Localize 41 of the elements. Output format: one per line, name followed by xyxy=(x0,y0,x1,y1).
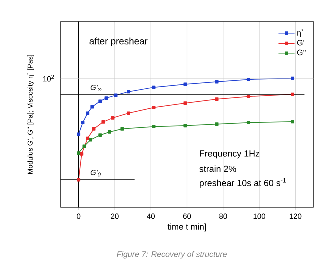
point xyxy=(127,112,130,115)
point xyxy=(108,130,112,134)
point xyxy=(90,105,94,109)
point xyxy=(81,120,85,124)
point xyxy=(184,124,188,128)
point xyxy=(152,124,156,128)
point xyxy=(184,101,188,105)
point xyxy=(246,120,250,124)
point xyxy=(86,112,90,115)
point xyxy=(291,76,294,80)
point xyxy=(89,138,92,142)
point xyxy=(77,178,81,182)
point xyxy=(246,78,250,82)
annotation: strain 2% xyxy=(200,166,236,172)
point xyxy=(111,116,115,120)
point xyxy=(215,97,219,101)
point xyxy=(120,127,124,131)
point xyxy=(98,100,102,103)
point xyxy=(98,133,102,137)
point xyxy=(86,136,90,140)
point xyxy=(92,127,96,131)
point xyxy=(291,120,294,124)
point xyxy=(114,94,118,97)
point xyxy=(246,94,250,98)
point xyxy=(291,92,294,96)
point xyxy=(102,120,106,124)
point xyxy=(82,144,86,148)
point xyxy=(127,90,130,94)
point xyxy=(215,122,219,126)
annotation: Frequency 1Hz xyxy=(200,150,260,158)
point xyxy=(77,132,81,136)
x-axis-title: time t min] xyxy=(168,224,206,232)
point xyxy=(152,106,156,110)
point xyxy=(80,152,84,156)
point xyxy=(104,96,108,100)
point xyxy=(215,80,219,84)
annotation: preshear 10s at 60 s$^{-1}$ xyxy=(200,178,286,188)
point xyxy=(184,82,188,86)
point xyxy=(152,86,156,90)
point xyxy=(77,151,81,155)
text: after preshear xyxy=(90,38,148,46)
